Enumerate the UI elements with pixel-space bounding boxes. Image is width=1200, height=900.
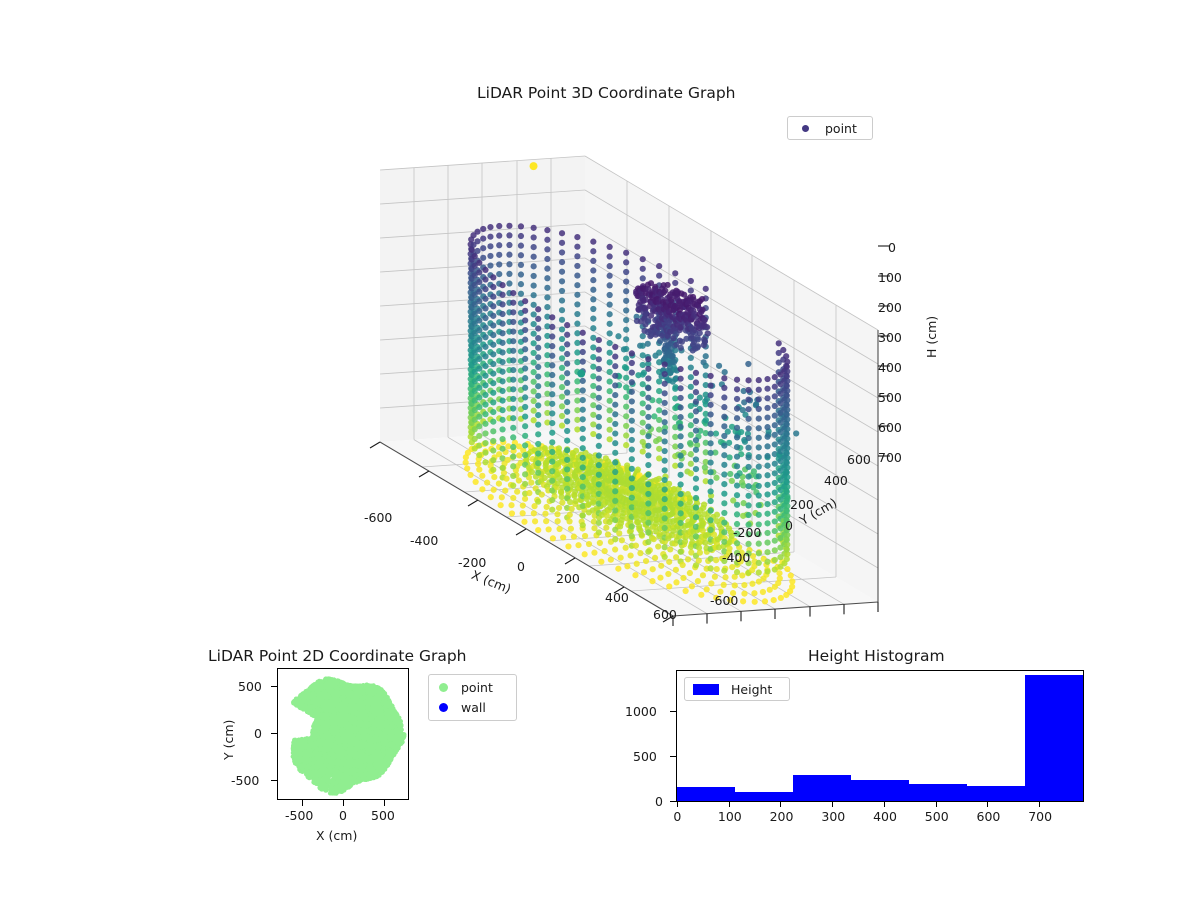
plot3d-ztick-2: 200 <box>878 300 902 315</box>
legend-item-wall-2d: wall <box>429 697 516 717</box>
histogram-ytick-1: 500 <box>633 749 657 764</box>
histogram-xtick: 300 <box>821 809 846 824</box>
plot3d-ytick-2: -200 <box>733 525 762 540</box>
histogram-xtickmark <box>780 801 782 807</box>
legend-label-height: Height <box>731 681 773 697</box>
plot2d-ytickmark-0 <box>271 686 277 688</box>
histogram-bar <box>1024 675 1083 801</box>
plot3d-xtick-0: -600 <box>364 510 393 525</box>
plot3d-ztick-3: 300 <box>878 330 902 345</box>
histogram-ytick-0: 0 <box>655 794 663 809</box>
plot3d-ztick-7: 700 <box>878 450 902 465</box>
histogram-xtick: 200 <box>769 809 794 824</box>
plot2d-xtick-2: 500 <box>371 808 395 823</box>
histogram-bars <box>677 671 1083 801</box>
legend-item-point: point <box>788 118 872 138</box>
histogram-xtick: 0 <box>673 809 682 824</box>
point-marker-icon <box>802 124 809 132</box>
plot2d-canvas <box>290 676 407 796</box>
histogram-xtickmark <box>677 801 679 807</box>
plot2d-axes[interactable] <box>277 668 409 800</box>
plot3d-legend: point <box>787 116 873 140</box>
histogram-ytickmark-2 <box>670 711 676 713</box>
plot3d-axes[interactable] <box>300 150 920 630</box>
histogram-bar <box>792 775 851 801</box>
legend-label-point: point <box>461 679 493 695</box>
point-marker-icon <box>439 682 448 692</box>
plot3d-ytick-3: 0 <box>785 518 793 533</box>
legend-item-point-2d: point <box>429 677 516 697</box>
plot3d-xtick-6: 600 <box>653 607 677 622</box>
plot3d-ztick-5: 500 <box>878 390 902 405</box>
histogram-ytick-2: 1000 <box>625 704 657 719</box>
histogram-bar <box>908 784 967 801</box>
legend-label-point: point <box>825 120 857 136</box>
plot2d-xtickmark-1 <box>343 800 345 806</box>
plot2d-xtick-0: -500 <box>285 808 314 823</box>
histogram-legend: Height <box>684 677 790 701</box>
histogram-xtick: 600 <box>976 809 1001 824</box>
plot2d-title: LiDAR Point 2D Coordinate Graph <box>208 647 467 665</box>
plot2d-ytickmark-2 <box>271 780 277 782</box>
plot3d-xtick-5: 400 <box>605 590 629 605</box>
plot3d-ztick-1: 100 <box>878 270 902 285</box>
plot2d-ytick-1: 0 <box>254 726 262 741</box>
plot3d-canvas <box>369 155 890 626</box>
plot3d-ytick-5: 400 <box>824 473 848 488</box>
plot3d-title: LiDAR Point 3D Coordinate Graph <box>477 84 736 102</box>
plot2d-xtickmark-0 <box>302 800 304 806</box>
histogram-xtick: 700 <box>1028 809 1053 824</box>
plot2d-ytick-0: 500 <box>238 679 262 694</box>
plot2d-ytickmark-1 <box>271 733 277 735</box>
histogram-xtickmark <box>883 801 885 807</box>
histogram-ytickmark-0 <box>670 801 676 803</box>
histogram-ytickmark-1 <box>670 756 676 758</box>
histogram-bar <box>850 780 909 801</box>
legend-label-wall: wall <box>461 699 486 715</box>
plot3d-scatter-points <box>462 162 800 605</box>
histogram-xtick: 100 <box>717 809 742 824</box>
plot3d-zticks <box>878 245 890 457</box>
plot3d-ytick-6: 600 <box>847 452 871 467</box>
histogram-bar <box>677 787 735 801</box>
plot2d-point-cloud <box>290 676 407 796</box>
histogram-bar <box>966 785 1025 801</box>
histogram-xtickmark <box>935 801 937 807</box>
histogram-xtickmark <box>987 801 989 807</box>
plot2d-xtick-1: 0 <box>339 808 347 823</box>
histogram-xtickmark <box>1039 801 1041 807</box>
histogram-xtick: 400 <box>873 809 897 824</box>
plot3d-xtick-2: -200 <box>458 555 487 570</box>
plot2d-ytick-2: -500 <box>231 773 260 788</box>
plot3d-yticks <box>672 602 879 626</box>
plot3d-zaxis-label: H (cm) <box>924 315 939 358</box>
histogram-xtickmark <box>832 801 834 807</box>
plot3d-ztick-6: 600 <box>878 420 902 435</box>
plot2d-legend: point wall <box>428 674 517 721</box>
plot3d-xtick-4: 200 <box>556 571 580 586</box>
plot2d-xtickmark-2 <box>384 800 386 806</box>
histogram-title: Height Histogram <box>808 647 945 665</box>
plot3d-ytick-1: -400 <box>722 550 751 565</box>
plot3d-ytick-4: 200 <box>790 497 814 512</box>
histogram-xtickmark <box>728 801 730 807</box>
plot3d-xtick-1: -400 <box>410 533 439 548</box>
plot3d-ytick-0: -600 <box>710 593 739 608</box>
plot3d-xtick-3: 0 <box>517 559 525 574</box>
plot2d-xaxis-label: X (cm) <box>316 828 358 843</box>
plot3d-xticks <box>369 441 674 623</box>
plot3d-ztick-4: 400 <box>878 360 902 375</box>
plot3d-ztick-0: 0 <box>888 240 896 255</box>
plot2d-yaxis-label: Y (cm) <box>221 719 236 760</box>
histogram-bar <box>734 791 793 801</box>
histogram-xtick: 500 <box>924 809 949 824</box>
wall-marker-icon <box>439 702 448 712</box>
legend-item-height: Height <box>685 679 789 699</box>
height-bar-swatch-icon <box>693 683 719 695</box>
